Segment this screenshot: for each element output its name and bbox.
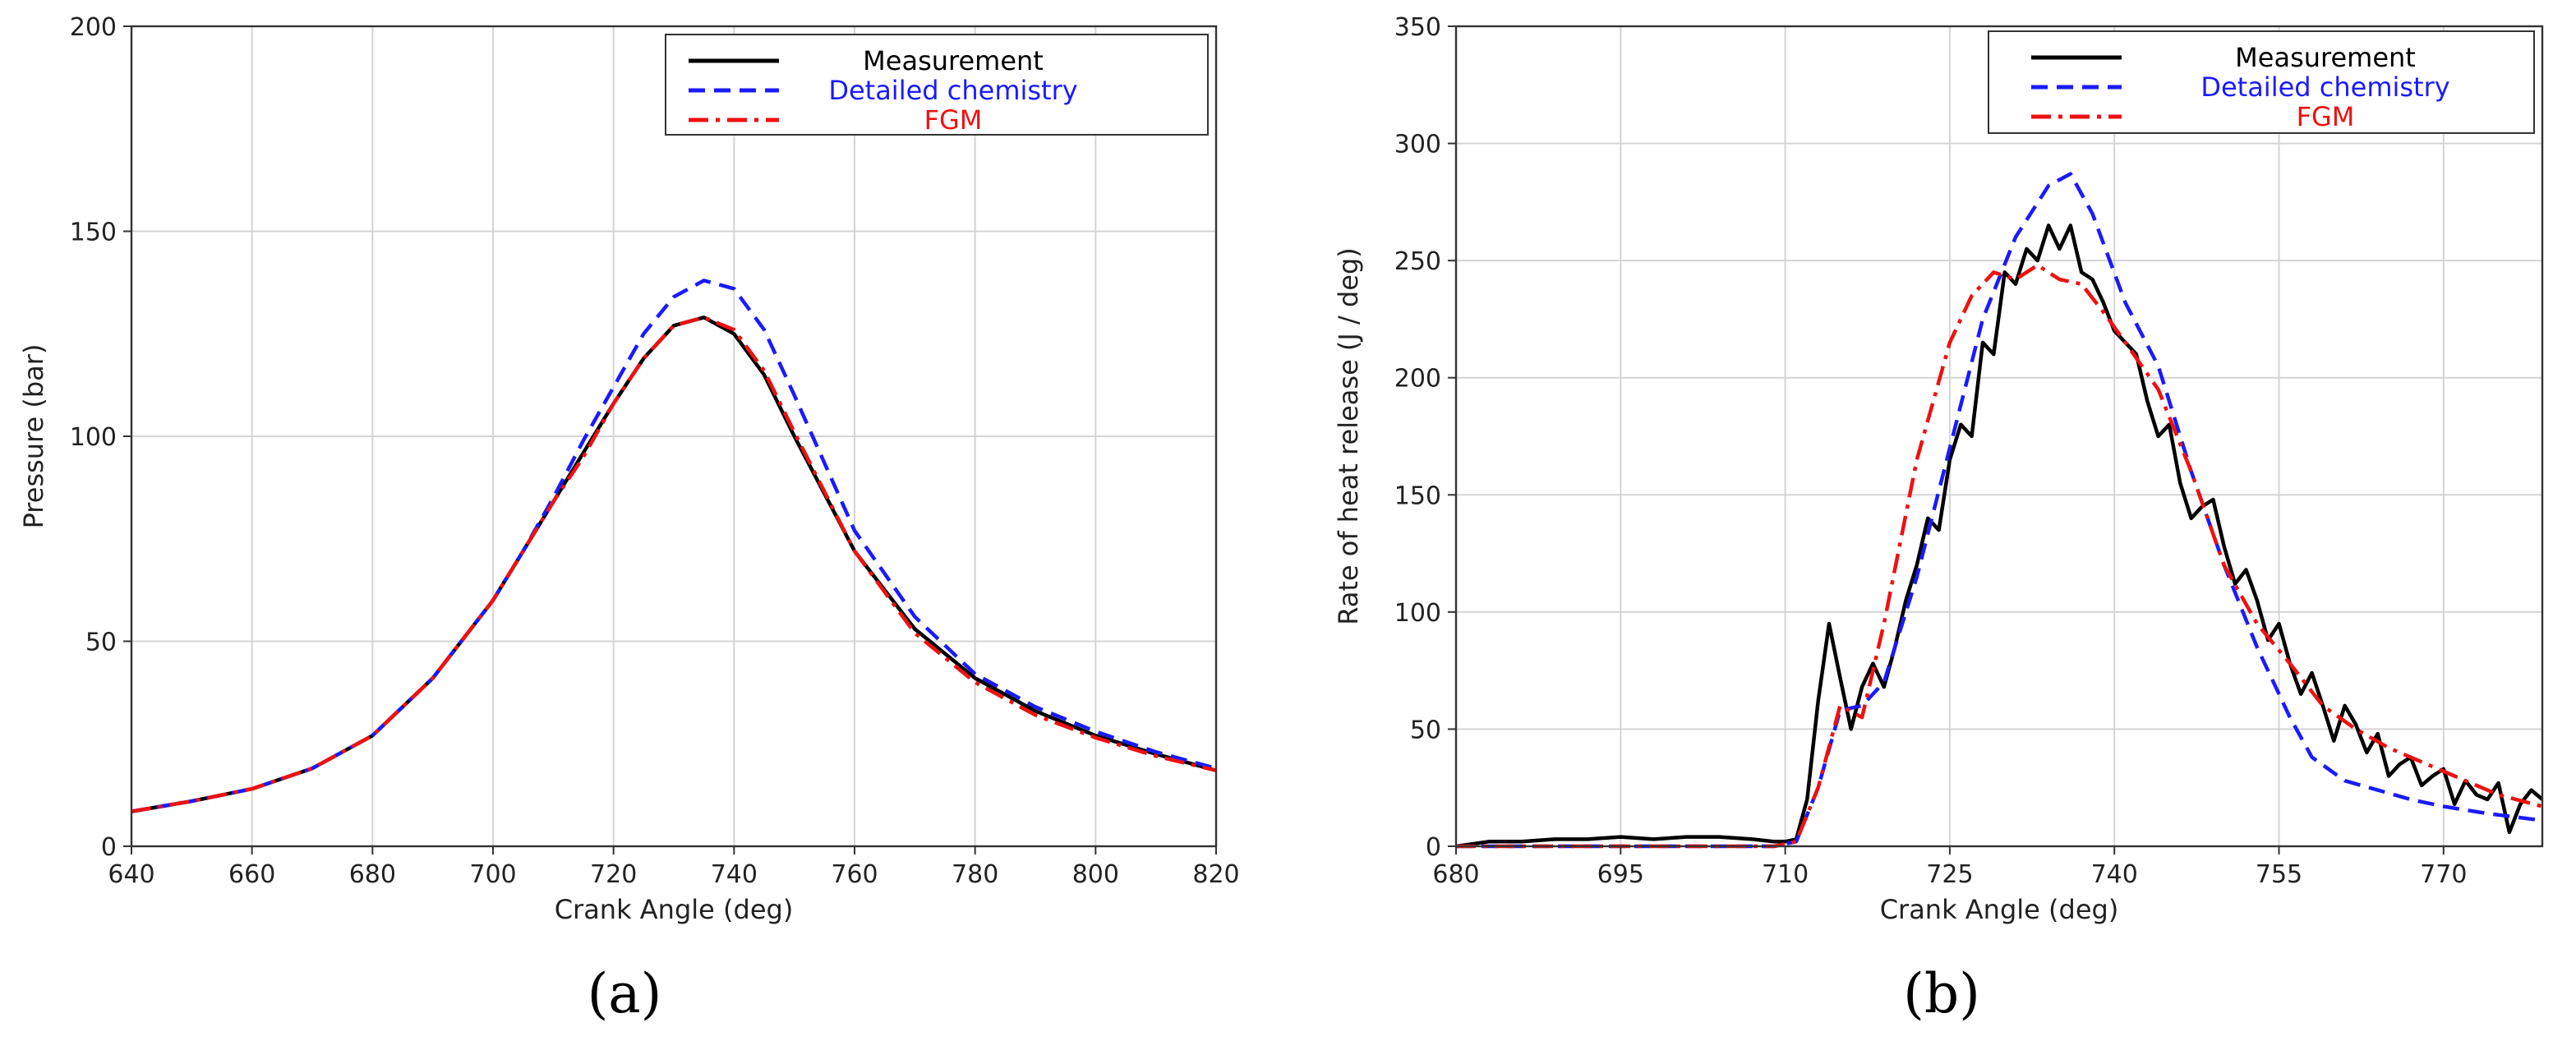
pressure-chart-x-tick-label: 780: [952, 860, 998, 889]
pressure-chart-x-tick-label: 740: [711, 860, 758, 889]
pressure-chart-y-tick-label: 200: [70, 13, 117, 42]
heat-release-chart-series-fgm: [1456, 263, 2543, 849]
pressure-chart-y-tick-label: 0: [101, 833, 117, 862]
pressure-chart-x-tick-label: 720: [590, 860, 637, 889]
heat-release-chart-y-tick-label: 0: [1426, 833, 1441, 862]
pressure-chart-y-tick-label: 150: [70, 219, 117, 247]
pressure-chart-legend: Measurement Detailed chemistry FGM: [665, 34, 1209, 136]
panel-label-b: (b): [1903, 962, 1980, 1025]
heat-release-chart-grid: [1455, 25, 2542, 847]
heat-release-chart-x-ticks: 680 695 710 725 740 755 770: [1432, 846, 2467, 889]
pressure-chart-x-tick-label: 660: [228, 860, 275, 889]
heat-release-chart-x-axis-label: Crank Angle (deg): [1880, 894, 2119, 925]
heat-release-chart-x-tick-label: 680: [1432, 860, 1479, 889]
pressure-chart-x-tick-label: 700: [469, 860, 516, 889]
heat-release-chart-legend: Measurement Detailed chemistry FGM: [1988, 30, 2535, 134]
legend-label-detailed-chemistry: Detailed chemistry: [2200, 71, 2449, 103]
pressure-chart-y-axis-label: Pressure (bar): [18, 344, 49, 529]
pressure-chart-x-tick-label: 800: [1072, 860, 1119, 889]
heat-release-chart-series-detailed-chemistry: [1456, 172, 2543, 849]
heat-release-chart-x-tick-label: 710: [1762, 860, 1809, 889]
pressure-chart-series-fgm: [131, 316, 1217, 813]
heat-release-chart-x-tick-label: 695: [1597, 860, 1644, 889]
pressure-chart-x-tick-label: 680: [349, 860, 396, 889]
pressure-chart-series: [131, 279, 1217, 813]
pressure-chart-x-tick-label: 820: [1192, 860, 1239, 889]
heat-release-chart-y-tick-label: 200: [1394, 365, 1441, 394]
legend-label-fgm: FGM: [2297, 101, 2355, 132]
pressure-chart-series-measurement: [131, 316, 1217, 813]
pressure-chart-x-tick-label: 640: [108, 860, 154, 889]
pressure-chart-y-ticks: 0 50 100 150 200: [70, 13, 131, 862]
pressure-chart-series-detailed-chemistry: [131, 279, 1217, 813]
heat-release-chart-y-tick-label: 100: [1394, 599, 1441, 628]
heat-release-chart-x-tick-label: 740: [2091, 860, 2138, 889]
pressure-chart-x-ticks: 640 660 680 700 720 740 760 780 800 820: [108, 846, 1240, 889]
pressure-chart-grid: [131, 25, 1217, 847]
heat-release-chart-x-tick-label: 770: [2420, 860, 2467, 889]
legend-label-detailed-chemistry: Detailed chemistry: [828, 75, 1077, 106]
heat-release-chart-y-tick-label: 350: [1394, 13, 1441, 42]
legend-label-measurement: Measurement: [863, 45, 1044, 76]
heat-release-chart-series-measurement: [1455, 223, 2544, 849]
pressure-chart-y-tick-label: 50: [85, 629, 117, 657]
heat-release-chart-series: [1455, 172, 2544, 849]
pressure-chart: 640 660 680 700 720 740 760 780 800 820 0 50 100 150…: [18, 13, 1240, 1025]
heat-release-chart-y-tick-label: 250: [1394, 247, 1441, 276]
heat-release-chart-frame: [1454, 25, 2544, 848]
heat-release-chart-x-tick-label: 725: [1926, 860, 1973, 889]
legend-label-fgm: FGM: [924, 104, 983, 136]
heat-release-chart-x-tick-label: 755: [2256, 860, 2302, 889]
heat-release-chart-y-tick-label: 150: [1394, 481, 1441, 510]
pressure-chart-x-tick-label: 760: [831, 860, 878, 889]
legend-label-measurement: Measurement: [2235, 42, 2416, 73]
heat-release-chart-y-tick-label: 300: [1394, 131, 1441, 159]
heat-release-chart-y-ticks: 0 50 100 150 200 250 300 350: [1394, 13, 1456, 862]
panel-label-a: (a): [588, 962, 662, 1025]
heat-release-chart-y-tick-label: 50: [1410, 716, 1441, 744]
pressure-chart-x-axis-label: Crank Angle (deg): [555, 894, 794, 925]
pressure-chart-y-tick-label: 100: [70, 423, 117, 452]
heat-release-chart: 680 695 710 725 740 755 770 0 50 100 150 200 250 300…: [1333, 13, 2544, 1025]
heat-release-chart-y-axis-label: Rate of heat release (J / deg): [1333, 247, 1364, 625]
